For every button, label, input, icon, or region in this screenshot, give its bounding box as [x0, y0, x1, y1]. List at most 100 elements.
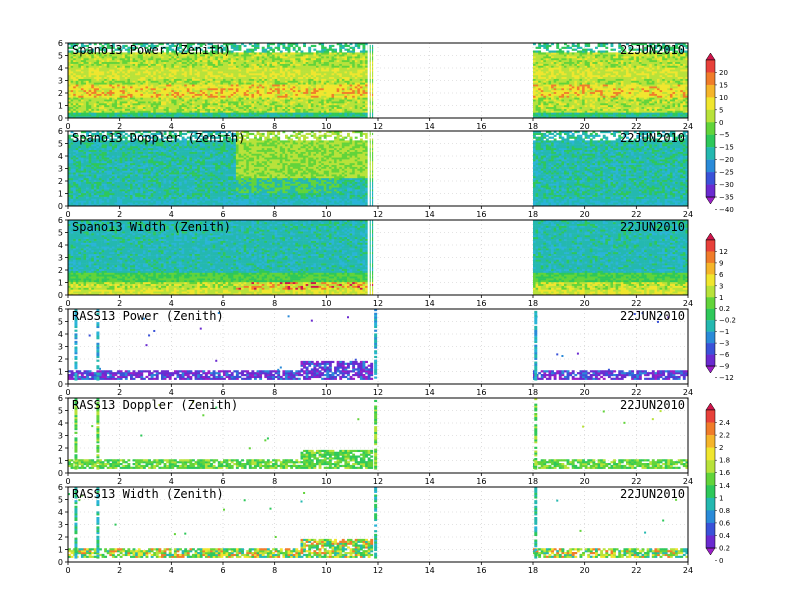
heatmap-cell [68, 99, 71, 102]
heatmap-cell [124, 103, 128, 106]
heatmap-cell [365, 76, 368, 79]
heatmap-cell [545, 61, 549, 64]
heatmap-cell [228, 88, 232, 91]
heatmap-cell [75, 97, 79, 100]
heatmap-cell [235, 86, 239, 89]
heatmap-cell [561, 63, 565, 66]
heatmap-cell [362, 112, 366, 115]
heatmap-cell [184, 88, 188, 91]
heatmap-cell [566, 106, 570, 109]
heatmap-cell [243, 89, 247, 93]
heatmap-cell [259, 56, 263, 59]
heatmap-cell [347, 114, 350, 117]
heatmap-cell [225, 93, 229, 96]
heatmap-cell [548, 44, 552, 48]
heatmap-cell [326, 71, 330, 74]
heatmap-cell [228, 52, 232, 55]
heatmap-cell [111, 71, 115, 74]
heatmap-cell [176, 97, 180, 100]
heatmap-cell [83, 84, 87, 87]
heatmap-cell [259, 61, 263, 64]
heatmap-cell [179, 65, 182, 68]
heatmap-cell [269, 43, 273, 46]
heatmap-cell [295, 78, 299, 81]
heatmap-cell [130, 89, 133, 93]
heatmap-cell [80, 73, 84, 76]
heatmap-cell [207, 73, 211, 76]
heatmap-cell [101, 59, 105, 63]
heatmap-cell [365, 58, 368, 61]
heatmap-cell [254, 69, 257, 72]
heatmap-cell [352, 76, 356, 79]
heatmap-cell [137, 116, 141, 119]
heatmap-cell [543, 114, 547, 117]
heatmap-cell [122, 116, 126, 119]
heatmap-cell [334, 52, 337, 55]
heatmap-cell [78, 59, 82, 63]
heatmap-cell [194, 89, 198, 93]
heatmap-cell [127, 101, 131, 104]
heatmap-cell [321, 67, 325, 70]
heatmap-cell [266, 76, 270, 79]
heatmap-cell [359, 99, 363, 102]
heatmap-cell [176, 110, 180, 113]
heatmap-cell [150, 59, 154, 63]
heatmap-cell [336, 110, 340, 113]
heatmap-cell [75, 91, 79, 94]
heatmap-cell [148, 88, 151, 91]
heatmap-cell [140, 108, 144, 111]
heatmap-cell [217, 112, 221, 115]
heatmap-cell [274, 110, 278, 113]
heatmap-cell [225, 103, 229, 106]
heatmap-cell [173, 82, 177, 85]
heatmap-cell [261, 84, 265, 87]
heatmap-cell [173, 52, 177, 55]
heatmap-cell [186, 78, 190, 81]
heatmap-cell [310, 52, 314, 55]
heatmap-cell [124, 61, 128, 64]
heatmap-cell [347, 93, 350, 96]
heatmap-cell [344, 43, 348, 46]
heatmap-cell [106, 95, 110, 98]
heatmap-cell [316, 106, 319, 109]
heatmap-cell [272, 52, 275, 55]
heatmap-cell [212, 104, 216, 108]
heatmap-cell [349, 89, 353, 93]
heatmap-cell [323, 78, 327, 81]
heatmap-cell [246, 106, 250, 109]
heatmap-cell [93, 106, 97, 109]
heatmap-cell [207, 58, 211, 61]
heatmap-cell [256, 69, 260, 72]
heatmap-cell [166, 59, 170, 63]
heatmap-cell [297, 114, 301, 117]
heatmap-cell [326, 97, 330, 100]
heatmap-cell [297, 89, 301, 93]
heatmap-cell [212, 71, 216, 74]
heatmap-cell [80, 59, 84, 63]
heatmap-cell [122, 56, 126, 59]
heatmap-cell [349, 91, 353, 94]
heatmap-cell [561, 61, 565, 64]
heatmap-cell [323, 76, 327, 79]
heatmap-cell [117, 91, 120, 94]
heatmap-cell [246, 50, 250, 53]
heatmap-cell [303, 103, 306, 106]
heatmap-cell [204, 93, 208, 96]
heatmap-cell [362, 54, 366, 57]
heatmap-cell [261, 46, 265, 49]
heatmap-cell [535, 91, 539, 94]
heatmap-cell [119, 76, 123, 79]
heatmap-cell [96, 63, 100, 66]
heatmap-cell [564, 63, 567, 66]
heatmap-cell [316, 104, 319, 108]
heatmap-cell [194, 48, 198, 51]
heatmap-cell [88, 76, 92, 79]
heatmap-cell [357, 104, 361, 108]
heatmap-cell [287, 112, 291, 115]
heatmap-cell [540, 80, 544, 83]
heatmap-cell [285, 58, 288, 61]
heatmap-cell [119, 114, 123, 117]
heatmap-cell [359, 95, 363, 98]
heatmap-cell [344, 65, 348, 68]
heatmap-cell [266, 88, 270, 91]
